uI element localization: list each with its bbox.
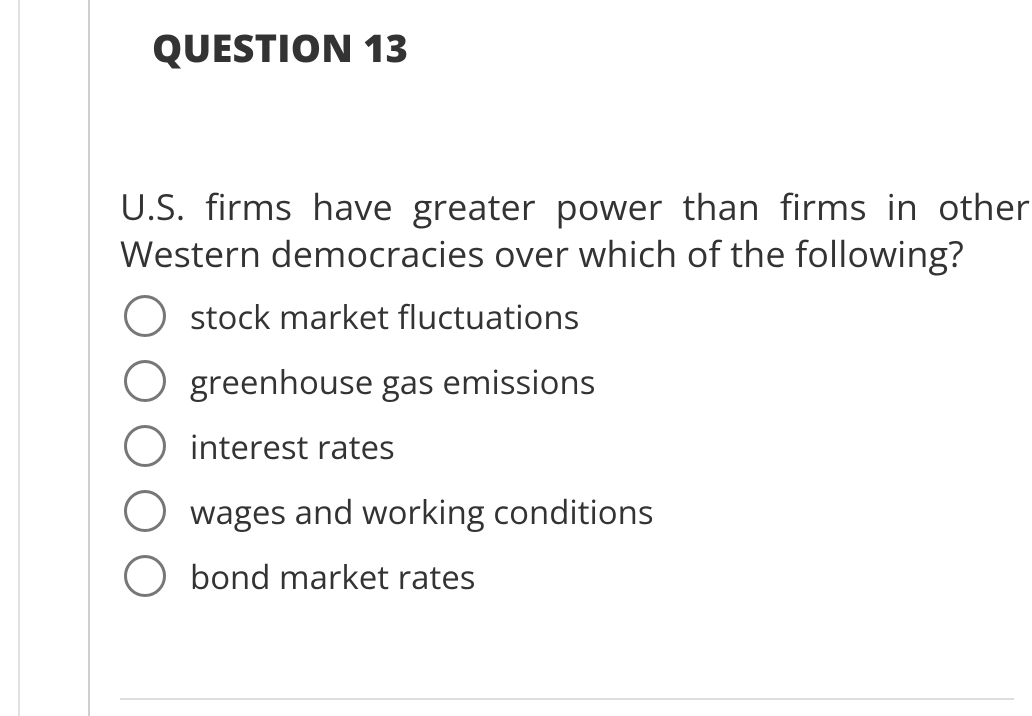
option-3[interactable]: wages and working conditions <box>124 489 1032 534</box>
option-label: interest rates <box>190 424 395 469</box>
option-label: stock market fluctuations <box>190 294 579 339</box>
radio-icon[interactable] <box>124 425 166 467</box>
radio-icon[interactable] <box>124 295 166 337</box>
options-group: stock market fluctuations greenhouse gas… <box>124 294 1032 599</box>
margin-guide-outer <box>18 0 20 716</box>
option-label: greenhouse gas emissions <box>190 359 595 404</box>
bottom-divider <box>120 698 1014 700</box>
radio-icon[interactable] <box>124 555 166 597</box>
quiz-question-card: QUESTION 13 U.S. firms have greater powe… <box>0 0 1032 716</box>
question-text: U.S. firms have greater power than firms… <box>120 184 1032 278</box>
radio-icon[interactable] <box>124 360 166 402</box>
option-1[interactable]: greenhouse gas emissions <box>124 359 1032 404</box>
question-content: QUESTION 13 U.S. firms have greater powe… <box>90 0 1032 599</box>
option-4[interactable]: bond market rates <box>124 554 1032 599</box>
question-heading: QUESTION 13 <box>152 22 1032 74</box>
option-0[interactable]: stock market fluctuations <box>124 294 1032 339</box>
option-label: bond market rates <box>190 554 475 599</box>
option-2[interactable]: interest rates <box>124 424 1032 469</box>
option-label: wages and working conditions <box>190 489 654 534</box>
radio-icon[interactable] <box>124 490 166 532</box>
